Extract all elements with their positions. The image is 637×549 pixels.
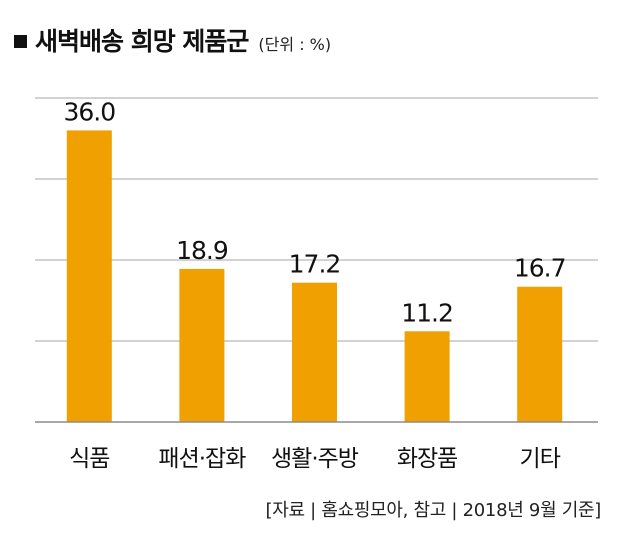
data-label: 36.0 — [63, 97, 115, 126]
category-label: 기타 — [520, 446, 561, 472]
unit-label: (단위 : %) — [258, 35, 332, 54]
category-label: 패션·잡화 — [158, 446, 246, 472]
source-note: [자료 | 홈쇼핑모아, 참고 | 2018년 9월 기준] — [265, 500, 602, 521]
category-label: 화장품 — [397, 446, 457, 472]
bar — [292, 282, 337, 422]
chart-header: 새벽배송 희망 제품군 (단위 : %) — [14, 22, 331, 58]
data-label: 16.7 — [514, 254, 566, 283]
bar — [66, 130, 112, 422]
title-square-icon — [14, 35, 27, 48]
bar — [179, 268, 225, 422]
data-label: 11.2 — [401, 298, 453, 327]
data-label: 17.2 — [289, 250, 341, 279]
chart-title: 새벽배송 희망 제품군 — [35, 27, 249, 56]
category-label: 식품 — [69, 446, 109, 472]
category-label: 생활·주방 — [271, 446, 359, 472]
bar — [517, 286, 563, 422]
bar — [404, 331, 450, 422]
data-label: 18.9 — [176, 236, 228, 265]
